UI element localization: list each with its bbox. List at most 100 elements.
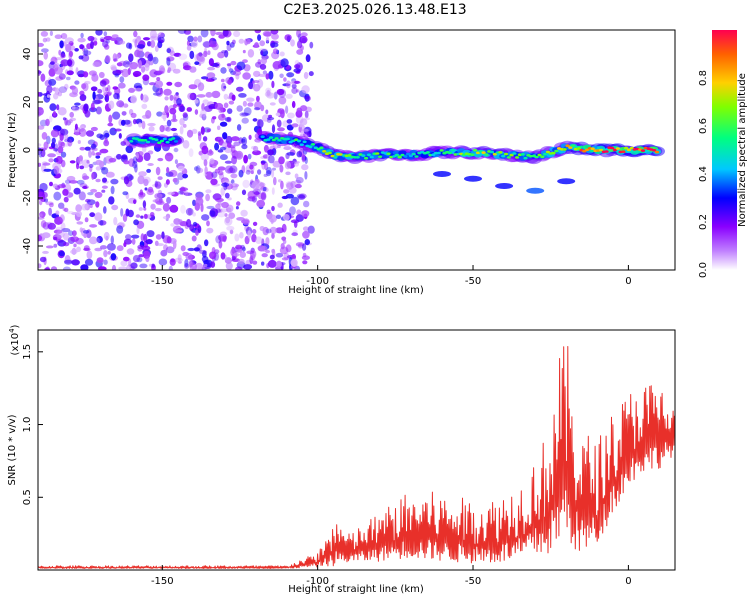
noise-speckle <box>206 227 214 234</box>
noise-speckle <box>95 178 101 183</box>
noise-speckle <box>172 68 181 74</box>
noise-speckle <box>140 93 144 101</box>
noise-speckle <box>157 157 164 162</box>
ridge-mark <box>585 148 590 152</box>
noise-speckle <box>271 232 275 239</box>
noise-speckle <box>304 110 309 119</box>
ridge-mark <box>551 151 556 155</box>
ridge-mark <box>450 148 455 152</box>
noise-speckle <box>71 86 79 95</box>
noise-speckle <box>126 42 132 49</box>
noise-speckle <box>260 191 267 201</box>
noise-speckle <box>166 81 173 86</box>
noise-speckle <box>130 262 138 269</box>
noise-speckle <box>182 123 187 128</box>
noise-speckle <box>38 162 42 167</box>
noise-speckle <box>224 50 229 58</box>
noise-speckle <box>285 171 291 176</box>
noise-speckle <box>287 112 295 119</box>
noise-speckle <box>53 243 58 248</box>
ridge-mark <box>386 152 391 155</box>
noise-speckle <box>47 222 57 230</box>
noise-speckle <box>105 171 115 178</box>
noise-speckle <box>241 112 250 116</box>
noise-speckle <box>272 48 279 55</box>
noise-speckle <box>277 202 283 208</box>
noise-speckle <box>130 95 138 104</box>
noise-speckle <box>110 185 115 195</box>
noise-speckle <box>192 199 196 206</box>
ridge-mark <box>604 150 609 153</box>
noise-speckle <box>233 252 240 257</box>
ridge-mark <box>173 140 179 143</box>
noise-speckle <box>305 95 312 102</box>
noise-speckle <box>155 200 165 205</box>
noise-speckle <box>228 212 236 219</box>
noise-speckle <box>45 37 51 42</box>
noise-speckle <box>221 182 230 187</box>
noise-speckle <box>261 261 265 266</box>
noise-speckle <box>102 85 107 94</box>
noise-speckle <box>79 94 87 102</box>
noise-speckle <box>165 179 170 185</box>
noise-speckle <box>49 181 53 187</box>
noise-speckle <box>252 188 261 195</box>
ridge-mark <box>154 138 159 142</box>
noise-speckle <box>92 99 101 105</box>
noise-speckle <box>101 185 108 189</box>
noise-speckle <box>205 78 215 82</box>
ridge-mark <box>554 149 559 153</box>
noise-speckle <box>58 73 66 80</box>
noise-speckle <box>80 264 89 270</box>
ridge-mark <box>523 156 528 160</box>
noise-speckle <box>220 187 225 196</box>
noise-speckle <box>42 162 51 166</box>
noise-speckle <box>82 50 92 56</box>
noise-speckle <box>111 264 117 270</box>
noise-speckle <box>251 80 255 84</box>
noise-speckle <box>296 107 303 114</box>
noise-speckle <box>136 44 145 49</box>
noise-speckle <box>39 256 47 263</box>
noise-speckle <box>168 169 178 178</box>
noise-speckle <box>276 260 282 268</box>
noise-speckle <box>242 100 247 107</box>
noise-speckle <box>113 58 118 62</box>
noise-speckle <box>242 246 246 252</box>
noise-speckle <box>41 232 51 239</box>
noise-speckle <box>265 36 270 43</box>
noise-speckle <box>164 152 174 162</box>
noise-speckle <box>59 214 65 223</box>
noise-speckle <box>162 216 170 220</box>
noise-speckle <box>303 117 310 121</box>
noise-speckle <box>83 245 90 251</box>
noise-speckle <box>179 221 188 227</box>
noise-speckle <box>155 166 161 176</box>
noise-speckle <box>235 206 239 210</box>
noise-speckle <box>198 52 203 57</box>
branch-mark <box>526 187 545 194</box>
noise-speckle <box>291 232 299 237</box>
x-tick-label: -50 <box>465 576 481 587</box>
noise-speckle <box>209 158 215 165</box>
noise-speckle <box>219 154 228 161</box>
noise-speckle <box>258 73 267 77</box>
noise-speckle <box>111 34 119 39</box>
noise-speckle <box>296 30 302 38</box>
noise-speckle <box>73 187 81 195</box>
noise-speckle <box>96 133 103 139</box>
noise-speckle <box>174 81 183 88</box>
noise-speckle <box>106 91 113 96</box>
noise-speckle <box>96 257 104 264</box>
noise-speckle <box>241 144 248 150</box>
noise-speckle <box>227 79 233 85</box>
ridge-mark <box>501 154 506 158</box>
ridge-mark <box>392 155 397 158</box>
noise-speckle <box>283 77 287 82</box>
noise-speckle <box>95 201 100 208</box>
noise-speckle <box>103 250 108 258</box>
noise-speckle <box>301 164 309 171</box>
noise-speckle <box>169 258 176 266</box>
noise-speckle <box>89 236 98 245</box>
noise-speckle <box>286 80 291 89</box>
